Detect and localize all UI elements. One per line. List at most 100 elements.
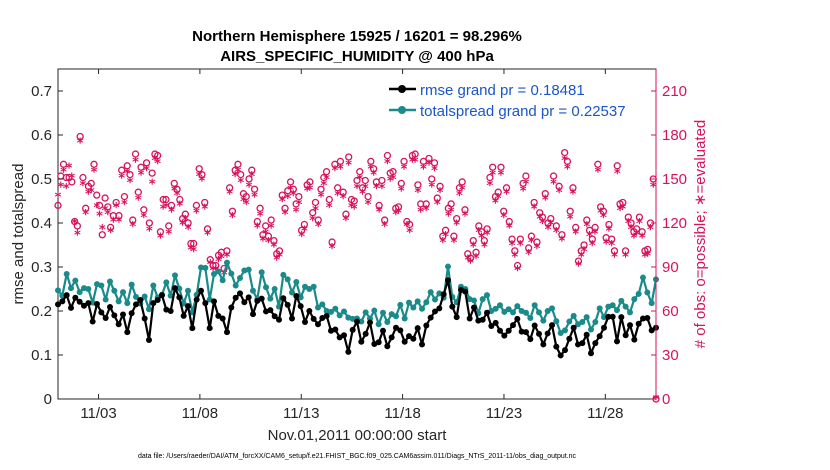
obs-evaluated-point: *: [135, 194, 142, 209]
totalspread-point: [397, 301, 404, 308]
obs-evaluated-point: *: [138, 169, 145, 184]
obs-evaluated-point: *: [437, 186, 444, 201]
obs-evaluated-point: *: [431, 164, 438, 179]
rmse-point: [414, 325, 421, 332]
totalspread-point: [362, 309, 369, 316]
totalspread-point: [579, 319, 586, 325]
totalspread-point: [640, 274, 646, 281]
obs-possible-point: [90, 160, 98, 168]
obs-evaluated-point: *: [622, 251, 629, 266]
rmse-point: [310, 315, 317, 322]
y-tick-label-right: 30: [662, 347, 679, 364]
obs-possible-point: [558, 231, 566, 239]
obs-evaluated-point: *: [500, 211, 507, 226]
obs-evaluated-point: *: [74, 229, 81, 244]
obs-possible-point: [350, 197, 358, 205]
obs-possible-point: [145, 219, 154, 227]
obs-evaluated-point: *: [248, 170, 255, 185]
totalspread-point: [393, 313, 399, 320]
obs-possible-point: [322, 168, 331, 176]
obs-evaluated-point: *: [55, 191, 62, 206]
totalspread-point: [267, 295, 274, 302]
obs-evaluated-point: *: [503, 188, 510, 203]
totalspread-point: [284, 276, 291, 283]
rmse-point: [271, 313, 278, 320]
obs-possible-point: [292, 200, 300, 208]
obs-evaluated-point: *: [257, 210, 264, 225]
obs-possible-point: [142, 159, 151, 167]
obs-evaluated-point: *: [417, 205, 424, 220]
y-tick-label: 0.5: [31, 171, 52, 188]
obs-evaluated-point: *: [589, 239, 596, 254]
totalspread-point: [445, 263, 451, 270]
totalspread-point: [553, 318, 560, 325]
totalspread-point: [115, 298, 122, 305]
obs-possible-point: [167, 201, 176, 210]
rmse-point: [180, 312, 187, 319]
obs-possible-point: [538, 213, 547, 221]
obs-possible-point: [516, 235, 524, 243]
rmse-point: [462, 288, 469, 295]
obs-evaluated-point: *: [498, 169, 505, 184]
obs-possible-point: [494, 188, 502, 196]
totalspread-point: [514, 303, 521, 310]
obs-evaluated-point: *: [190, 245, 197, 260]
obs-evaluated-point: *: [157, 232, 164, 247]
rmse-point: [397, 327, 404, 334]
totalspread-point: [614, 307, 620, 314]
obs-possible-point: [68, 178, 76, 186]
obs-evaluated-point: *: [201, 202, 208, 217]
rmse-point: [536, 330, 542, 337]
rmse-point: [245, 294, 252, 301]
rmse-point: [566, 335, 573, 342]
obs-possible-point: [475, 222, 483, 230]
obs-evaluated-point: *: [235, 166, 242, 181]
obs-possible-point: [599, 207, 608, 215]
obs-evaluated-point: *: [572, 227, 579, 242]
obs-evaluated-point: *: [426, 158, 433, 173]
obs-possible-point: [356, 168, 364, 176]
rmse-point: [570, 324, 577, 331]
obs-evaluated-point: *: [409, 155, 416, 170]
totalspread-point: [501, 308, 508, 315]
obs-possible-point: [502, 184, 511, 192]
totalspread-point: [471, 297, 477, 304]
obs-possible-point: [339, 188, 347, 196]
obs-possible-point: [286, 178, 295, 186]
y-tick-label-right: 210: [662, 83, 687, 100]
obs-possible-point: [95, 201, 104, 210]
obs-possible-point: [519, 179, 527, 188]
obs-evaluated-point: *: [450, 236, 457, 251]
rmse-point: [432, 308, 438, 315]
obs-evaluated-point: *: [520, 185, 527, 200]
totalspread-point: [336, 312, 343, 319]
totalspread-point: [371, 307, 378, 314]
obs-evaluated-point: *: [495, 192, 502, 207]
obs-evaluated-point: *: [331, 164, 338, 179]
obs-evaluated-point: *: [412, 155, 419, 170]
totalspread-point: [185, 287, 191, 294]
obs-possible-point: [62, 173, 70, 182]
rmse-point: [579, 340, 586, 347]
rmse-point: [596, 333, 603, 340]
obs-possible-point: [331, 160, 339, 168]
obs-possible-point: [131, 150, 140, 158]
y-tick-label: 0.3: [31, 259, 52, 276]
obs-possible-point: [397, 179, 405, 188]
totalspread-point: [601, 314, 607, 321]
obs-possible-point: [563, 157, 572, 166]
obs-evaluated-point: *: [545, 223, 552, 238]
rmse-point: [445, 277, 451, 284]
obs-evaluated-point: *: [384, 157, 391, 172]
obs-possible-point: [577, 247, 585, 255]
obs-evaluated-point: *: [287, 183, 294, 198]
rmse-point: [553, 343, 560, 350]
obs-possible-point: [508, 235, 516, 243]
obs-evaluated-point: *: [547, 218, 554, 233]
obs-evaluated-point: *: [127, 176, 134, 191]
rmse-point: [63, 292, 70, 299]
totalspread-point: [648, 300, 655, 307]
totalspread-point: [232, 282, 239, 289]
obs-possible-point: [574, 257, 583, 265]
obs-possible-point: [569, 184, 577, 192]
